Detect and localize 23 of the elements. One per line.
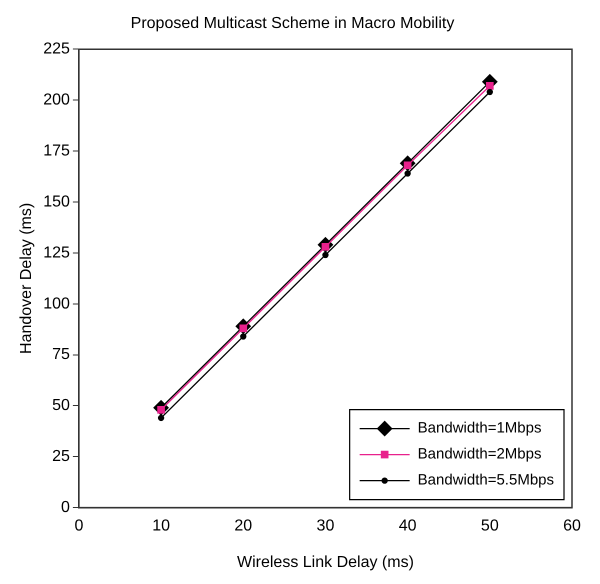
legend-label: Bandwidth=5.5Mbps xyxy=(418,472,554,489)
x-axis-title: Wireless Link Delay (ms) xyxy=(236,554,414,571)
legend-label: Bandwidth=2Mbps xyxy=(418,446,542,463)
y-tick-label: 175 xyxy=(43,142,70,160)
x-tick-label: 20 xyxy=(234,518,252,535)
y-tick-label: 25 xyxy=(52,448,70,466)
x-tick-label: 50 xyxy=(480,518,499,535)
x-tick-label: 60 xyxy=(563,518,581,535)
y-tick-label: 125 xyxy=(43,244,70,262)
x-tick-label: 30 xyxy=(316,518,334,535)
y-tick-label: 225 xyxy=(43,40,70,58)
y-tick-label: 150 xyxy=(43,193,70,210)
x-tick-label: 0 xyxy=(74,518,84,535)
chart-title: Proposed Multicast Scheme in Macro Mobility xyxy=(130,15,454,32)
legend-label: Bandwidth=1Mbps xyxy=(418,420,542,437)
y-tick-label: 100 xyxy=(43,295,70,312)
y-tick-label: 50 xyxy=(52,397,70,414)
x-tick-label: 40 xyxy=(398,518,417,535)
y-tick-label: 0 xyxy=(60,499,70,516)
x-tick-label: 10 xyxy=(152,518,170,535)
y-axis-title: Handover Delay (ms) xyxy=(18,202,36,354)
y-tick-label: 200 xyxy=(43,92,70,109)
y-tick-label: 75 xyxy=(52,346,70,364)
